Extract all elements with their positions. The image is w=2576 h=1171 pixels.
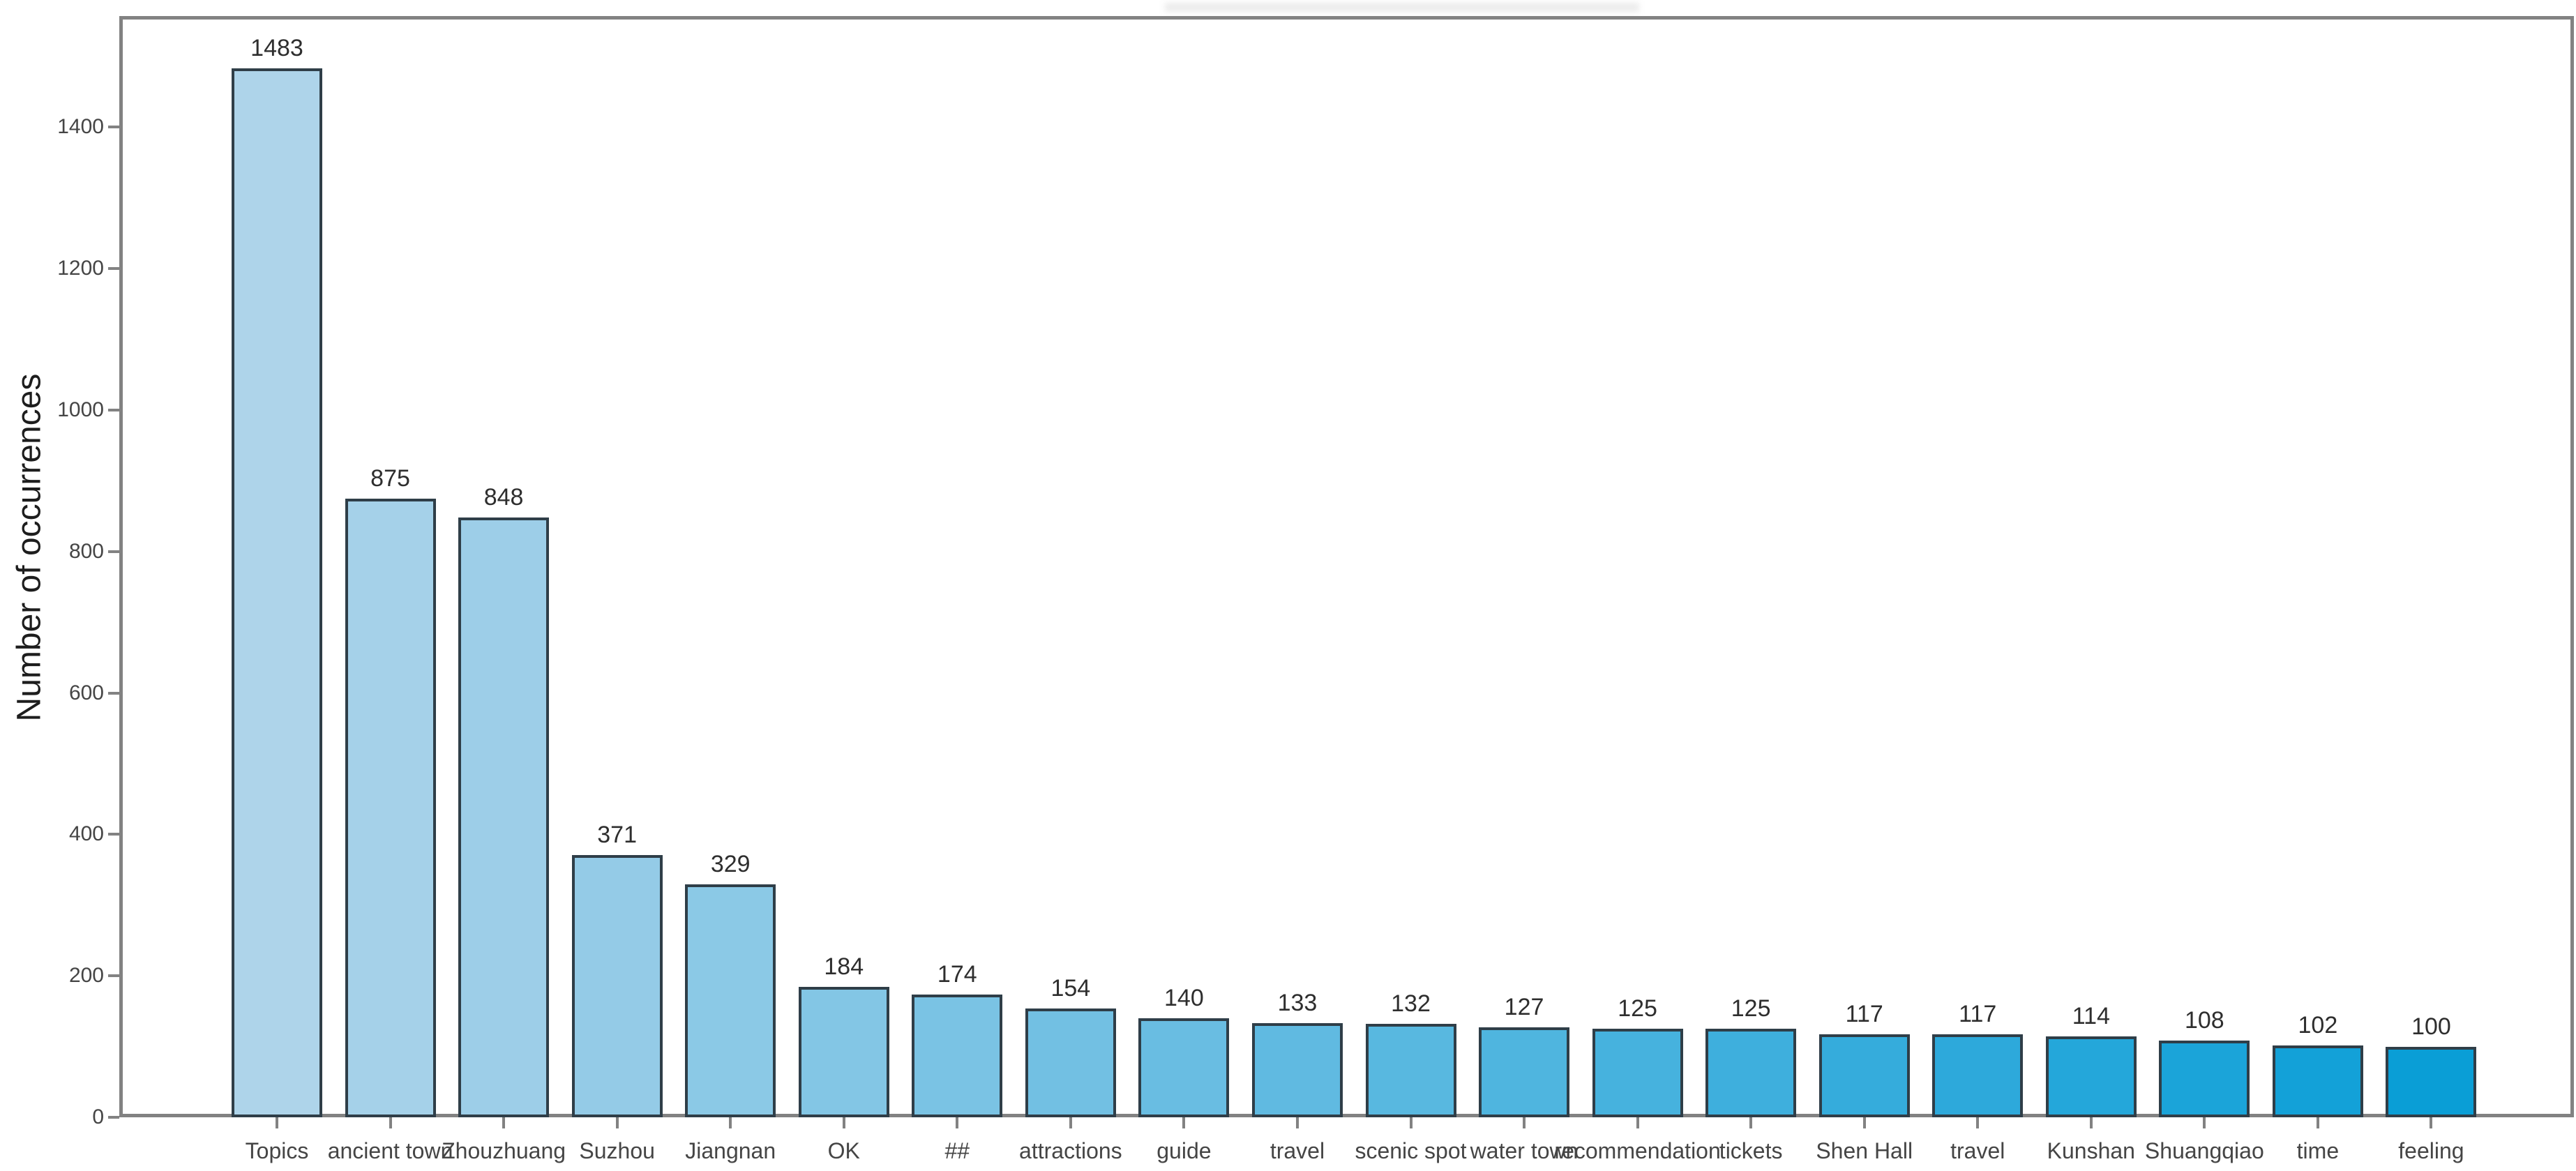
x-axis-tick [956, 1117, 959, 1128]
x-tick-label: time [2296, 1138, 2340, 1163]
x-axis-tick [1976, 1117, 1980, 1128]
bar [458, 517, 550, 1117]
bar-value-label: 848 [483, 484, 524, 511]
x-axis-tick [1862, 1117, 1866, 1128]
x-axis-tick [2316, 1117, 2319, 1128]
bar [1592, 1029, 1683, 1117]
bar [1138, 1018, 1230, 1117]
x-tick-label: Shuangqiao [2144, 1138, 2264, 1163]
bar [2159, 1041, 2250, 1117]
x-axis-tick [276, 1117, 278, 1128]
y-tick-label: 1400 [57, 115, 104, 139]
x-tick-label: Shen Hall [1816, 1138, 1913, 1163]
x-axis-tick [502, 1117, 506, 1128]
bar [1365, 1024, 1456, 1117]
bar [2045, 1036, 2137, 1117]
x-tick-label: Suzhou [579, 1138, 655, 1163]
bar-value-label: 184 [824, 953, 864, 981]
x-tick-label: Topics [245, 1138, 309, 1163]
bar [1932, 1034, 2024, 1117]
x-tick-label: water town [1470, 1138, 1579, 1163]
x-axis-tick [1636, 1117, 1639, 1128]
x-tick-label: OK [827, 1138, 860, 1163]
bar-value-label: 132 [1391, 990, 1431, 1018]
x-axis-tick [389, 1117, 392, 1128]
bar-value-label: 125 [1731, 995, 1771, 1022]
bar-value-label: 875 [370, 464, 410, 492]
bar-value-label: 125 [1618, 995, 1657, 1022]
x-tick-label: Jiangnan [685, 1138, 776, 1163]
bar [345, 498, 436, 1117]
y-axis-tick [108, 691, 119, 695]
bar [2386, 1046, 2477, 1117]
y-tick-label: 0 [92, 1105, 104, 1128]
cropped-title-artifact [1165, 3, 1639, 12]
bar-value-label: 329 [710, 851, 751, 878]
bar-value-label: 127 [1504, 994, 1544, 1021]
y-axis-tick [108, 550, 119, 553]
x-tick-label: tickets [1719, 1138, 1783, 1163]
bar-value-label: 114 [2072, 1003, 2110, 1030]
x-axis-tick [1069, 1117, 1072, 1128]
bar [232, 68, 322, 1117]
y-tick-label: 1200 [57, 257, 104, 280]
bar-value-label: 371 [597, 821, 638, 848]
bar-value-label: 1483 [250, 35, 303, 62]
bar [685, 884, 776, 1117]
y-tick-label: 800 [68, 539, 104, 563]
y-axis-tick [108, 267, 119, 271]
x-tick-label: ## [944, 1138, 970, 1163]
x-tick-label: feeling [2398, 1138, 2464, 1163]
x-tick-label: Zhouzhuang [442, 1138, 566, 1163]
bar-value-label: 117 [1845, 1001, 1883, 1028]
x-tick-label: travel [1950, 1138, 2005, 1163]
bar [1818, 1034, 1910, 1117]
bar-value-label: 140 [1164, 985, 1204, 1012]
bar [1251, 1023, 1343, 1117]
x-axis-tick [615, 1117, 619, 1128]
bar-value-label: 133 [1277, 990, 1318, 1017]
bar-value-label: 102 [2298, 1011, 2338, 1038]
x-axis-tick [1523, 1117, 1526, 1128]
y-tick-label: 600 [68, 681, 104, 704]
x-tick-label: guide [1157, 1138, 1212, 1163]
bar [798, 987, 889, 1117]
y-tick-label: 400 [68, 822, 104, 846]
x-tick-label: ancient town [327, 1138, 453, 1163]
y-axis-tick [108, 833, 119, 836]
x-tick-label: travel [1270, 1138, 1325, 1163]
bar [1479, 1027, 1570, 1117]
bar-value-label: 117 [1959, 1001, 1997, 1028]
bar [1025, 1008, 1116, 1117]
x-axis-tick [2430, 1117, 2433, 1128]
x-axis-tick [2089, 1117, 2093, 1128]
bar-value-label: 108 [2184, 1007, 2224, 1034]
bar [571, 854, 663, 1117]
y-tick-label: 200 [68, 964, 104, 988]
x-axis-tick [729, 1117, 732, 1128]
bar-value-label: 174 [937, 960, 977, 988]
x-tick-label: Kunshan [2047, 1138, 2135, 1163]
x-tick-label: attractions [1019, 1138, 1122, 1163]
bar [912, 994, 1003, 1117]
x-axis-tick [1295, 1117, 1299, 1128]
x-axis-tick [1749, 1117, 1753, 1128]
bar [1705, 1029, 1797, 1117]
bar [2272, 1045, 2363, 1117]
x-axis-tick [842, 1117, 845, 1128]
x-axis-tick [2203, 1117, 2206, 1128]
y-tick-label: 1000 [57, 398, 104, 421]
x-axis-tick [1409, 1117, 1413, 1128]
y-axis-tick [108, 974, 119, 978]
x-tick-label: recommendation [1554, 1138, 1721, 1163]
y-axis-tick [108, 408, 119, 411]
x-axis-tick [1182, 1117, 1186, 1128]
bar-value-label: 154 [1050, 974, 1091, 1002]
y-axis-tick [108, 1116, 119, 1119]
x-tick-label: scenic spot [1355, 1138, 1467, 1163]
bar-value-label: 100 [2411, 1013, 2451, 1040]
y-axis-tick [108, 126, 119, 129]
